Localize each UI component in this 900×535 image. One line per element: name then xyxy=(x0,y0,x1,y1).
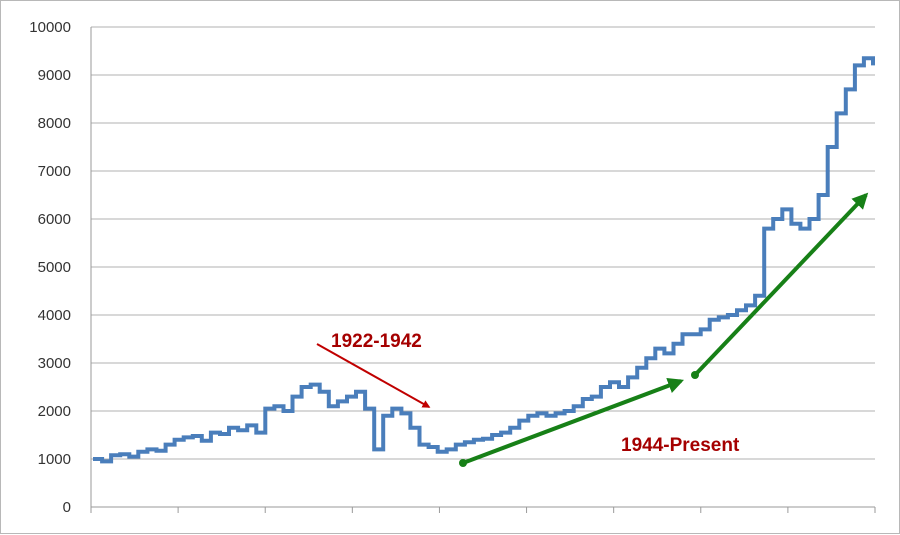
y-tick-label: 6000 xyxy=(38,211,71,228)
y-tick-label: 10000 xyxy=(29,19,71,36)
y-tick-label: 8000 xyxy=(38,115,71,132)
annotation-label-1944-present: 1944-Present xyxy=(621,435,740,456)
y-tick-label: 4000 xyxy=(38,307,71,324)
annotation-arrow-green-2 xyxy=(693,192,869,377)
annotation-arrow-green-1 xyxy=(462,378,684,465)
y-tick-label: 3000 xyxy=(38,355,71,372)
y-tick-label: 2000 xyxy=(38,403,71,420)
y-tick-label: 5000 xyxy=(38,259,71,276)
annotation-label-1922-1942: 1922-1942 xyxy=(331,331,422,352)
y-tick-label: 0 xyxy=(63,499,71,516)
y-tick-label: 1000 xyxy=(38,451,71,468)
y-tick-label: 9000 xyxy=(38,67,71,84)
series-line xyxy=(93,56,875,464)
annotation-arrow-red xyxy=(316,343,431,408)
y-tick-label: 7000 xyxy=(38,163,71,180)
